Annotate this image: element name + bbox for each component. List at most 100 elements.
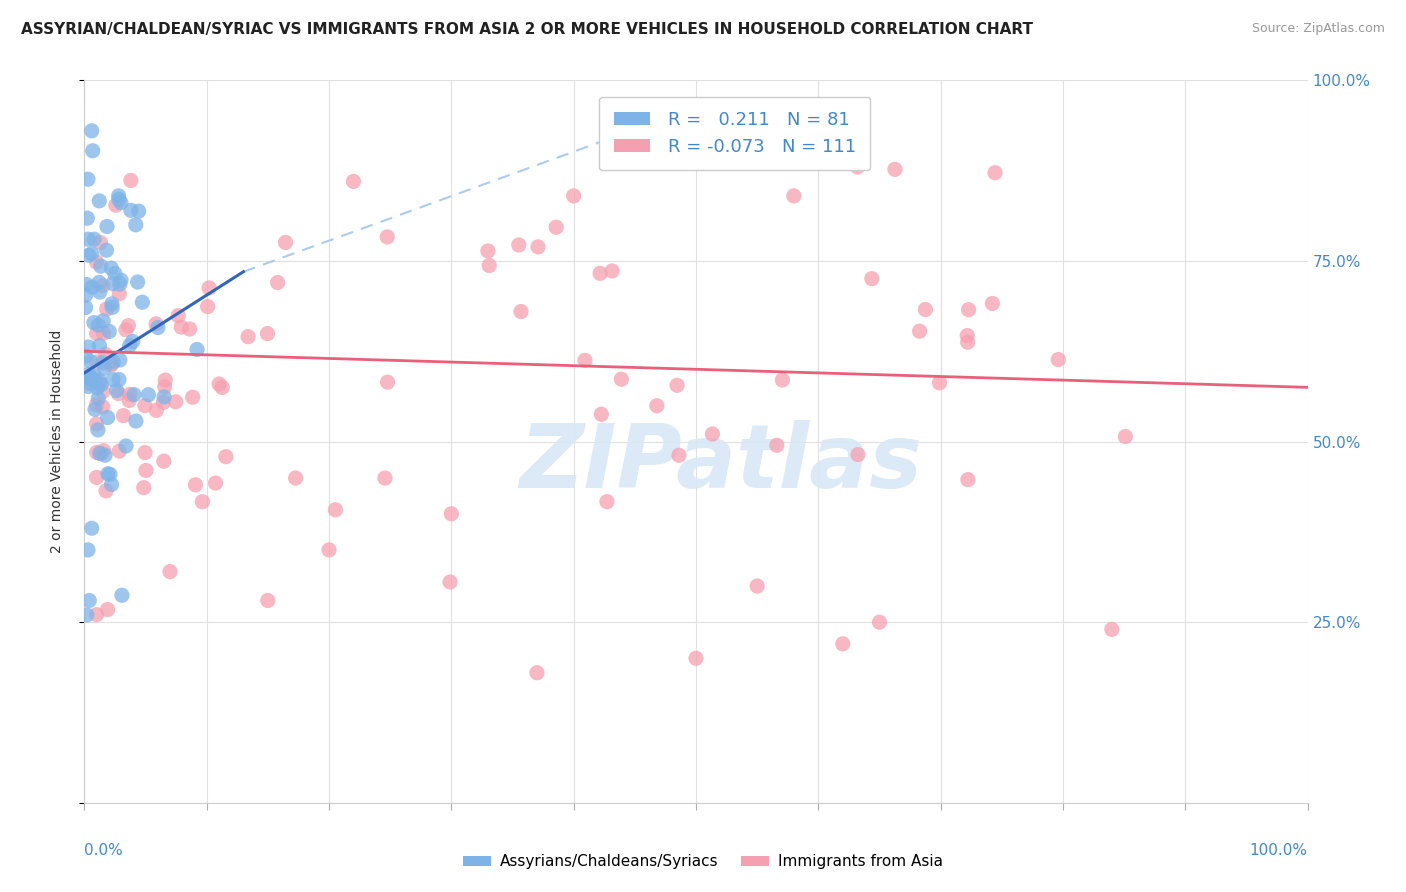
Point xyxy=(766,438,789,452)
Point xyxy=(82,144,104,158)
Text: 100.0%: 100.0% xyxy=(1250,843,1308,857)
Point xyxy=(645,399,668,413)
Point xyxy=(111,588,134,602)
Point xyxy=(86,326,108,341)
Point xyxy=(914,302,936,317)
Point xyxy=(546,220,568,235)
Point xyxy=(439,574,461,589)
Point xyxy=(377,375,399,389)
Point xyxy=(122,387,145,401)
Point xyxy=(77,340,100,354)
Point xyxy=(83,316,105,330)
Point xyxy=(86,255,108,269)
Point xyxy=(86,445,108,459)
Point xyxy=(79,371,101,385)
Legend: R =   0.211   N = 81, R = -0.073   N = 111: R = 0.211 N = 81, R = -0.073 N = 111 xyxy=(599,96,870,170)
Point xyxy=(957,302,980,317)
Point xyxy=(783,189,806,203)
Point xyxy=(77,368,100,382)
Point xyxy=(91,400,114,414)
Point xyxy=(204,476,226,491)
Point xyxy=(112,409,135,423)
Point xyxy=(170,320,193,334)
Point xyxy=(89,235,111,250)
Point xyxy=(75,288,97,302)
Point xyxy=(184,478,207,492)
Point xyxy=(87,392,110,406)
Point xyxy=(831,637,853,651)
Point xyxy=(89,376,111,391)
Point xyxy=(266,276,288,290)
Point xyxy=(100,358,122,372)
Point xyxy=(93,361,115,376)
Point xyxy=(846,448,869,462)
Point xyxy=(118,387,141,401)
Point xyxy=(97,410,120,425)
Point xyxy=(89,276,111,290)
Point xyxy=(96,244,118,258)
Point xyxy=(96,301,118,316)
Point xyxy=(76,211,98,226)
Point xyxy=(86,355,108,369)
Point xyxy=(128,204,150,219)
Point xyxy=(91,314,114,328)
Point xyxy=(152,454,174,468)
Point xyxy=(770,373,793,387)
Point xyxy=(120,173,142,187)
Point xyxy=(956,328,979,343)
Point xyxy=(98,467,121,482)
Point xyxy=(591,407,613,421)
Point xyxy=(77,542,100,557)
Point xyxy=(82,280,104,294)
Point xyxy=(138,387,160,401)
Point xyxy=(215,450,238,464)
Point xyxy=(104,198,127,212)
Point xyxy=(115,323,138,337)
Point xyxy=(110,273,132,287)
Point xyxy=(101,355,124,369)
Point xyxy=(159,565,181,579)
Point xyxy=(105,384,128,398)
Point xyxy=(117,318,139,333)
Point xyxy=(526,665,548,680)
Point xyxy=(87,318,110,333)
Point xyxy=(956,473,979,487)
Point xyxy=(89,194,111,208)
Point xyxy=(96,219,118,234)
Point xyxy=(342,174,364,188)
Point xyxy=(318,542,340,557)
Point xyxy=(108,193,131,207)
Point xyxy=(145,403,167,417)
Point xyxy=(94,483,117,498)
Point xyxy=(198,281,221,295)
Point xyxy=(108,277,131,292)
Point xyxy=(747,579,769,593)
Point xyxy=(107,386,129,401)
Point xyxy=(80,521,103,535)
Point xyxy=(125,414,148,428)
Point xyxy=(108,444,131,458)
Point xyxy=(186,343,208,357)
Point xyxy=(121,334,143,349)
Point xyxy=(93,326,115,341)
Point xyxy=(685,651,707,665)
Point xyxy=(510,304,533,318)
Point xyxy=(118,393,141,408)
Point xyxy=(90,377,112,392)
Point xyxy=(77,172,100,186)
Point xyxy=(100,261,122,276)
Text: 0.0%: 0.0% xyxy=(84,843,124,857)
Point xyxy=(197,300,219,314)
Point xyxy=(101,277,124,291)
Point xyxy=(79,376,101,391)
Point xyxy=(86,470,108,484)
Point xyxy=(108,286,131,301)
Point xyxy=(97,467,120,481)
Point xyxy=(981,296,1004,310)
Point xyxy=(167,309,190,323)
Legend: Assyrians/Chaldeans/Syriacs, Immigrants from Asia: Assyrians/Chaldeans/Syriacs, Immigrants … xyxy=(457,848,949,875)
Point xyxy=(155,373,177,387)
Point xyxy=(135,463,157,477)
Point xyxy=(527,240,550,254)
Point xyxy=(87,423,110,437)
